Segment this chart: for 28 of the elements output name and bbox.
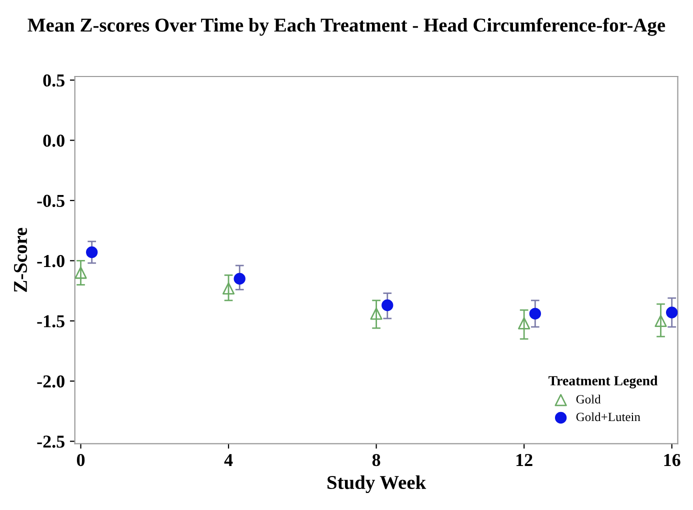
- x-tick-label: 4: [224, 454, 233, 466]
- point: [370, 308, 382, 320]
- point: [222, 282, 235, 294]
- point: [654, 314, 667, 327]
- y-tick-label: 0.5: [43, 74, 64, 87]
- chart-title: Mean Z-scores Over Time by Each Treatment - Head Circumference-for-Age: [28, 18, 666, 36]
- y-tick-label: -1.5: [37, 315, 64, 328]
- x-tick-label: 8: [372, 454, 380, 466]
- legend-title: Treatment Legend: [548, 376, 658, 388]
- y-axis-title: Z-Score: [14, 228, 28, 292]
- point: [86, 246, 98, 258]
- y-tick-label: -1.0: [37, 254, 64, 268]
- point: [666, 306, 678, 318]
- point: [382, 299, 394, 312]
- legend-label: Gold: [576, 394, 601, 404]
- point: [529, 308, 541, 320]
- y-tick-label: -2.0: [37, 375, 64, 388]
- x-tick-label: 16: [664, 454, 680, 466]
- point: [74, 266, 87, 279]
- y-tick-label: 0.0: [43, 134, 64, 147]
- y-tick-label: -0.5: [37, 194, 64, 208]
- y-tick-label: -2.5: [37, 436, 64, 448]
- point: [234, 272, 246, 285]
- x-tick-label: 12: [516, 454, 532, 466]
- x-tick-label: 0: [76, 454, 85, 466]
- x-axis-title: Study Week: [328, 475, 426, 494]
- legend-label: Gold+Lutein: [576, 412, 640, 422]
- point: [518, 317, 530, 330]
